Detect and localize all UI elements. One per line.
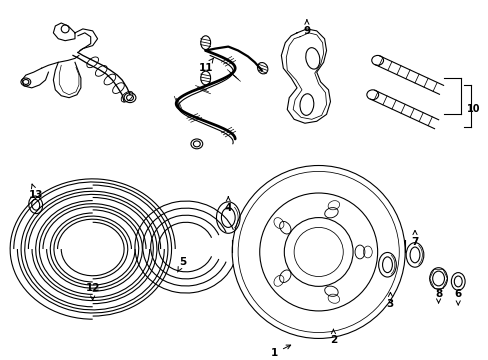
Text: 4: 4 (224, 197, 231, 213)
Text: 10: 10 (466, 104, 480, 114)
Text: 6: 6 (454, 289, 461, 305)
Text: 9: 9 (303, 20, 310, 36)
Text: 1: 1 (270, 345, 290, 358)
Text: 3: 3 (386, 292, 393, 309)
Text: 7: 7 (410, 230, 418, 247)
Text: 8: 8 (434, 289, 441, 303)
Text: 12: 12 (85, 283, 100, 300)
Text: 5: 5 (177, 257, 186, 272)
Text: 13: 13 (28, 184, 43, 200)
Text: 11: 11 (198, 58, 213, 73)
Text: 2: 2 (329, 329, 336, 345)
